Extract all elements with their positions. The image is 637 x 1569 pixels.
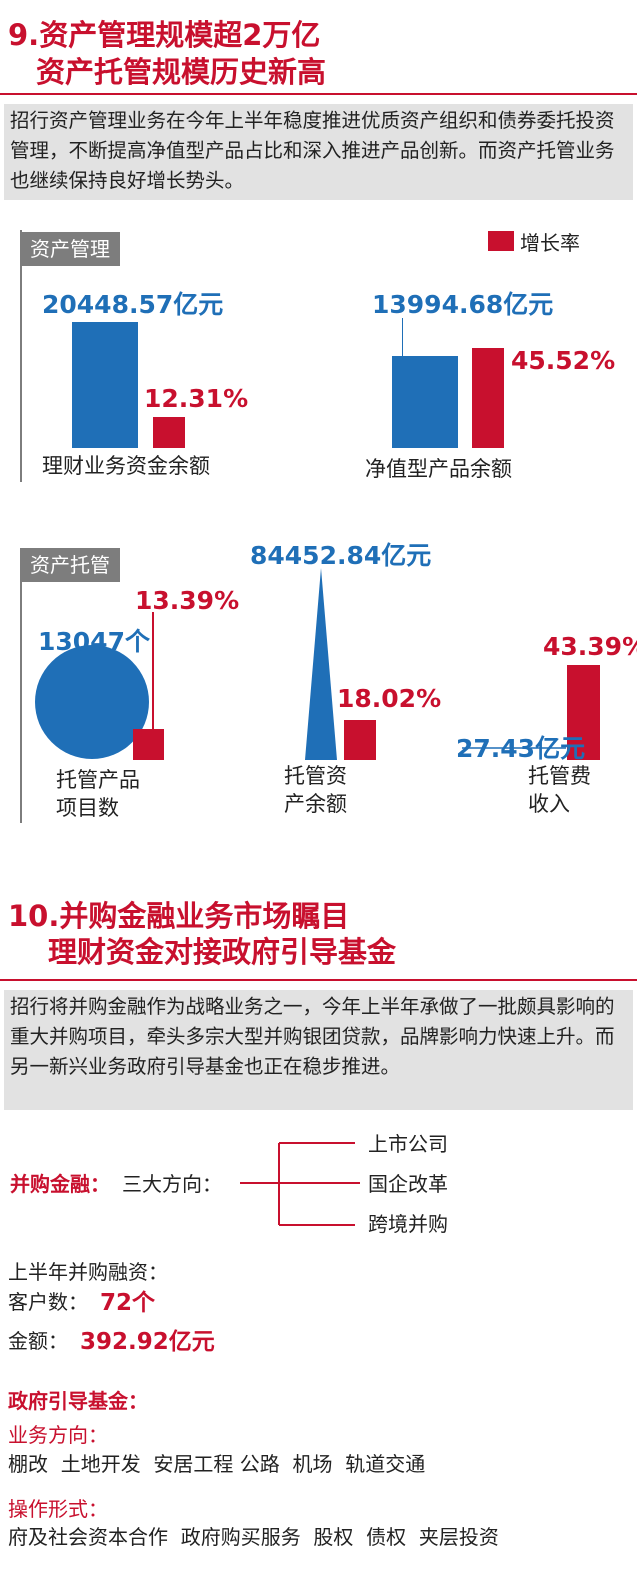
legend-growth-label: 增长率 bbox=[520, 231, 580, 255]
custody-tag: 资产托管 bbox=[20, 548, 120, 582]
netvalue-balance-label: 净值型产品余额 bbox=[365, 457, 512, 481]
netvalue-growth: 45.52% bbox=[511, 346, 616, 375]
section10-title-line2: 理财资金对接政府引导基金 bbox=[48, 935, 397, 969]
custody-projects-circle bbox=[35, 645, 149, 759]
section10-title-line1: 10.并购金融业务市场瞩目 bbox=[8, 899, 350, 933]
direction-item: 国企改革 bbox=[368, 1172, 448, 1196]
netvalue-balance-value: 13994.68亿元 bbox=[372, 290, 554, 319]
custody-fee-growth-bar bbox=[567, 664, 600, 760]
section10-divider bbox=[0, 979, 637, 981]
custody-assets-label-1: 托管资 bbox=[284, 764, 347, 788]
custody-projects-label-1: 托管产品 bbox=[56, 768, 140, 792]
custody-fee-growth: 43.39% bbox=[543, 632, 637, 661]
section9-intro: 招行资产管理业务在今年上半年稳度推进优质资产组织和债券委托投资管理，不断提高净值… bbox=[4, 104, 633, 200]
custody-assets-label-2: 产余额 bbox=[284, 792, 347, 816]
custody-projects-growth-bar bbox=[133, 729, 164, 760]
section9-title-line2: 资产托管规模历史新高 bbox=[36, 55, 327, 89]
custody-fee-value: 27.43亿元 bbox=[456, 734, 586, 763]
direction-item: 上市公司 bbox=[368, 1132, 448, 1156]
business-directions: 棚改 土地开发 安居工程 公路 机场 轨道交通 bbox=[8, 1452, 426, 1476]
netvalue-leader-line bbox=[402, 318, 403, 362]
business-direction-label: 业务方向： bbox=[8, 1423, 108, 1447]
operation-forms: 府及社会资本合作 政府购买服务 股权 债权 夹层投资 bbox=[8, 1525, 499, 1549]
direction-item: 跨境并购 bbox=[368, 1212, 448, 1236]
wealth-balance-label: 理财业务资金余额 bbox=[42, 454, 210, 478]
custody-fee-label-1: 托管费 bbox=[528, 764, 591, 788]
custody-assets-growth: 18.02% bbox=[337, 684, 442, 713]
asset-mgmt-tag: 资产管理 bbox=[20, 232, 120, 266]
wealth-balance-bar bbox=[72, 322, 138, 448]
wealth-balance-value: 20448.57亿元 bbox=[42, 290, 224, 319]
wealth-balance-growth-bar bbox=[153, 416, 185, 448]
section9-divider bbox=[0, 93, 637, 95]
netvalue-balance-bar bbox=[392, 355, 458, 448]
section9-title-line1: 9.资产管理规模超2万亿 bbox=[8, 18, 321, 52]
asset-mgmt-vline bbox=[20, 230, 22, 482]
legend-growth-swatch bbox=[488, 231, 514, 251]
custody-fee-label-2: 收入 bbox=[528, 792, 570, 816]
wealth-balance-growth: 12.31% bbox=[144, 384, 249, 413]
custody-assets-triangle bbox=[305, 568, 337, 760]
amount-label: 金额： bbox=[8, 1329, 68, 1353]
custody-projects-growth: 13.39% bbox=[135, 586, 240, 615]
half-year-label: 上半年并购融资： bbox=[8, 1260, 168, 1284]
custody-assets-growth-bar bbox=[344, 720, 376, 760]
custody-vline bbox=[20, 548, 22, 823]
clients-value: 72个 bbox=[100, 1290, 156, 1316]
ma-directions-label: 三大方向： bbox=[122, 1172, 222, 1196]
custody-assets-value: 84452.84亿元 bbox=[250, 541, 432, 570]
ma-label: 并购金融： bbox=[10, 1172, 110, 1196]
gov-fund-label: 政府引导基金： bbox=[8, 1389, 148, 1413]
operation-label: 操作形式： bbox=[8, 1497, 108, 1521]
custody-projects-label-2: 项目数 bbox=[56, 796, 119, 820]
netvalue-growth-bar bbox=[472, 348, 504, 448]
section10-intro: 招行将并购金融作为战略业务之一，今年上半年承做了一批颇具影响的重大并购项目，牵头… bbox=[4, 990, 633, 1110]
clients-label: 客户数： bbox=[8, 1290, 88, 1314]
custody-projects-value: 13047个 bbox=[38, 627, 150, 656]
amount-value: 392.92亿元 bbox=[80, 1329, 215, 1355]
